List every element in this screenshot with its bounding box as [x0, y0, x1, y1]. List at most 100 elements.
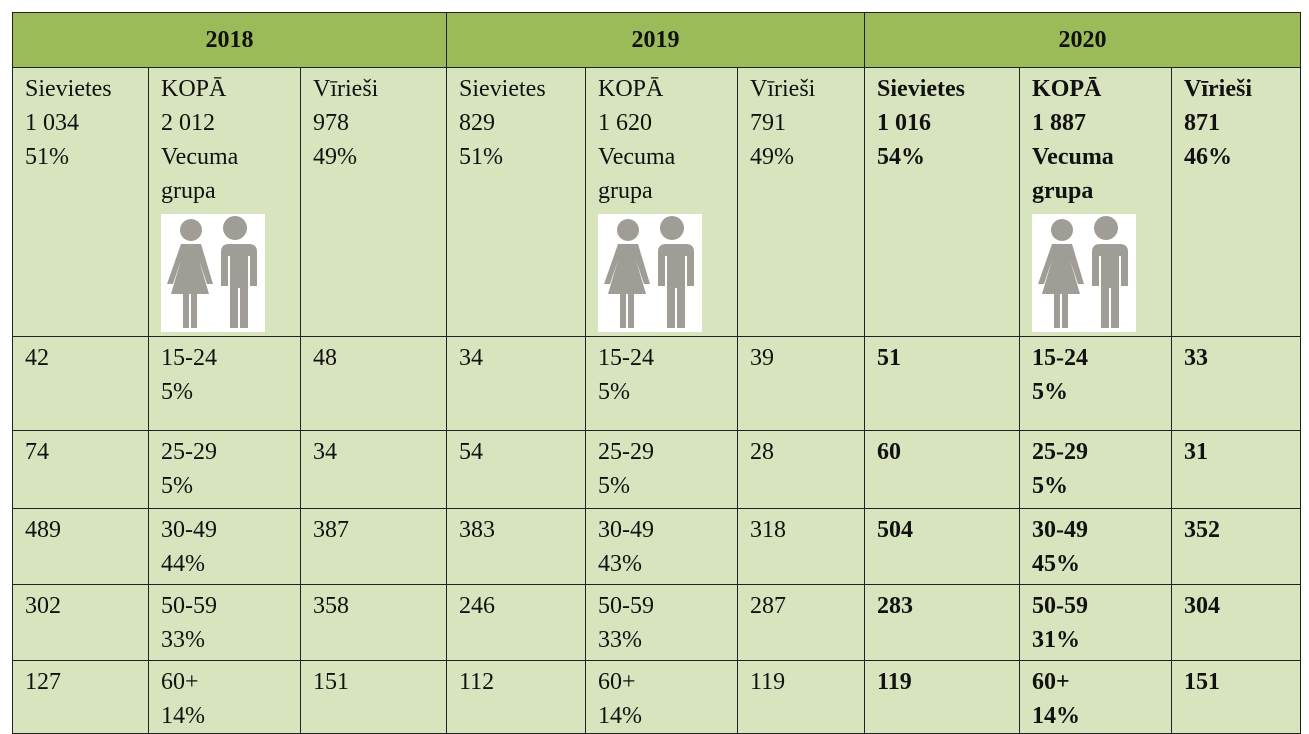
year-header: 2020	[864, 12, 1302, 68]
cell-text: 112	[459, 669, 495, 695]
summary-cell: Sievietes 1 034 51%	[12, 67, 149, 337]
cell-text: 49%	[750, 144, 795, 170]
cell-text: Vecuma	[598, 144, 676, 170]
cell-text: 127	[25, 669, 61, 695]
data-cell: 50-59 33%	[585, 584, 739, 661]
cell-text: 14%	[598, 703, 643, 729]
couple-icon	[161, 214, 265, 332]
cell-text: Vecuma	[1032, 144, 1114, 170]
data-cell: 50-59 33%	[148, 584, 301, 661]
data-cell: 60	[864, 430, 1021, 509]
cell-text: 318	[750, 517, 787, 543]
cell-text: 48	[313, 345, 337, 371]
cell-text: 5%	[598, 473, 631, 499]
cell-text: 28	[750, 439, 775, 465]
data-cell: 15-24 5%	[1019, 336, 1173, 431]
cell-text: 387	[313, 517, 349, 543]
cell-text: 1 034	[25, 110, 79, 136]
data-cell: 60+ 14%	[1019, 660, 1173, 734]
cell-text: Vecuma	[161, 144, 239, 170]
cell-text: 54%	[877, 144, 926, 170]
cell-text: 383	[459, 517, 496, 543]
couple-icon	[598, 214, 703, 332]
summary-cell: KOPĀ 2 012 Vecuma grupa	[148, 67, 301, 337]
data-cell: 30-49 44%	[148, 508, 301, 585]
data-cell: 246	[446, 584, 587, 661]
cell-text: 44%	[161, 551, 205, 577]
cell-text: 352	[1184, 517, 1221, 543]
cell-text: 246	[459, 593, 496, 619]
data-cell: 127	[12, 660, 149, 734]
cell-text: 43%	[598, 551, 643, 577]
data-cell: 51	[864, 336, 1021, 431]
data-cell: 151	[1171, 660, 1302, 734]
cell-text: 1 016	[877, 110, 932, 136]
summary-cell: Sievietes 1 016 54%	[864, 67, 1021, 337]
cell-text: 45%	[1032, 551, 1081, 577]
cell-text: 302	[25, 593, 61, 619]
cell-text: 358	[313, 593, 349, 619]
data-cell: 25-29 5%	[1019, 430, 1173, 509]
data-cell: 15-24 5%	[585, 336, 739, 431]
data-cell: 28	[737, 430, 866, 509]
data-cell: 34	[299, 430, 448, 509]
cell-text: 829	[459, 110, 496, 136]
cell-text: 33%	[161, 627, 205, 653]
cell-text: 33	[1184, 345, 1209, 371]
cell-text: 304	[1184, 593, 1221, 619]
age-row: 302 50-59 33% 358 246 50-59 33% 287 283 50-59 31% 3…	[12, 584, 1302, 661]
cell-text: 283	[877, 593, 914, 619]
cell-text: Sievietes	[25, 76, 112, 102]
couple-icon	[1032, 214, 1137, 332]
cell-text: 51	[877, 345, 902, 371]
data-cell: 30-49 45%	[1019, 508, 1173, 585]
cell-text: 504	[877, 517, 914, 543]
cell-text: 5%	[1032, 379, 1069, 405]
cell-text: 25-29	[161, 439, 217, 465]
cell-text: 15-24	[1032, 345, 1089, 371]
data-cell: 54	[446, 430, 587, 509]
summary-row: Sievietes 1 034 51% KOPĀ 2 012 Vecuma grupa Vī…	[12, 67, 1302, 337]
data-cell: 50-59 31%	[1019, 584, 1173, 661]
cell-text: Sievietes	[877, 76, 966, 102]
year-header: 2018	[11, 12, 448, 68]
cell-text: 30-49	[1032, 517, 1089, 543]
cell-text: 60	[877, 439, 902, 465]
cell-text: 42	[25, 345, 49, 371]
age-row: 489 30-49 44% 387 383 30-49 43% 318 504 30-49 45% 3…	[12, 508, 1302, 585]
data-cell: 60+ 14%	[585, 660, 739, 734]
cell-text: KOPĀ	[161, 76, 227, 102]
cell-text: Sievietes	[459, 76, 546, 102]
cell-text: 30-49	[161, 517, 217, 543]
cell-text: 489	[25, 517, 61, 543]
data-cell: 42	[12, 336, 149, 431]
cell-text: 5%	[161, 379, 193, 405]
data-cell: 151	[299, 660, 448, 734]
cell-text: grupa	[1032, 178, 1094, 204]
data-cell: 119	[737, 660, 866, 734]
cell-text: 5%	[161, 473, 193, 499]
data-cell: 25-29 5%	[148, 430, 301, 509]
cell-text: 46%	[1184, 144, 1233, 170]
data-cell: 48	[299, 336, 448, 431]
data-cell: 60+ 14%	[148, 660, 301, 734]
data-cell: 387	[299, 508, 448, 585]
cell-text: 119	[877, 669, 912, 695]
data-cell: 283	[864, 584, 1021, 661]
cell-text: 14%	[1032, 703, 1081, 729]
age-table: 2018 2019 2020 Sievietes 1 034 51% KOPĀ 2 012 Ve…	[11, 12, 1302, 734]
summary-cell: KOPĀ 1 620 Vecuma grupa	[585, 67, 739, 337]
year-row: 2018 2019 2020	[11, 12, 1302, 68]
cell-text: 74	[25, 439, 49, 465]
cell-text: 5%	[598, 379, 631, 405]
cell-text: 1 887	[1032, 110, 1087, 136]
data-cell: 25-29 5%	[585, 430, 739, 509]
cell-text: 119	[750, 669, 786, 695]
cell-text: 871	[1184, 110, 1221, 136]
data-cell: 39	[737, 336, 866, 431]
data-cell: 304	[1171, 584, 1302, 661]
data-cell: 31	[1171, 430, 1302, 509]
cell-text: 2 012	[161, 110, 215, 136]
data-cell: 33	[1171, 336, 1302, 431]
cell-text: Vīrieši	[313, 76, 379, 102]
